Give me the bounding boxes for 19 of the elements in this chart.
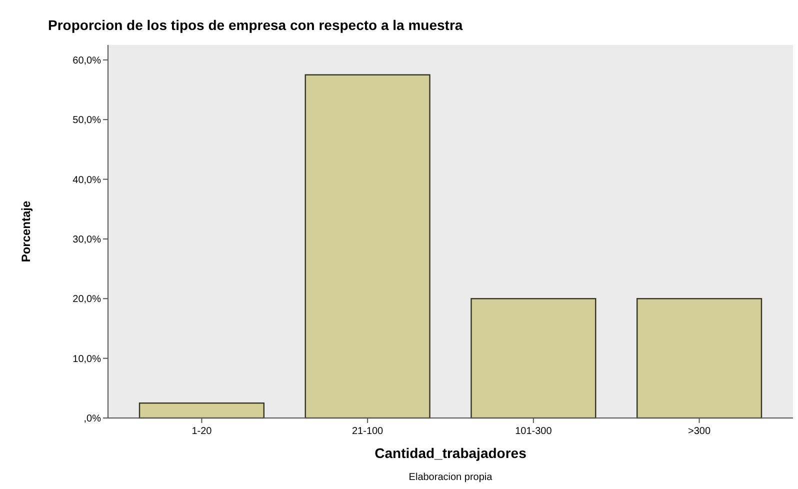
x-tick-label: 21-100	[352, 426, 384, 437]
y-tick-label: 30,0%	[72, 234, 102, 246]
y-tick-label: 40,0%	[72, 174, 102, 186]
bar	[138, 402, 265, 419]
y-axis-title: Porcentaje	[19, 200, 33, 262]
x-axis-title: Cantidad_trabajadores	[374, 445, 527, 461]
y-tick-label: 60,0%	[72, 55, 102, 66]
text: Elaboracion propia	[408, 472, 493, 483]
y-tick-label: 50,0%	[72, 115, 102, 126]
y-tick-label: 10,0%	[72, 354, 102, 365]
y-tick-label: ,0%	[84, 414, 102, 424]
chart-title: Proporcion de los tipos de empresa con respecto a la muestra	[48, 17, 463, 33]
x-tick-label: 1-20	[192, 426, 212, 437]
x-tick-label: >300	[688, 426, 711, 437]
bar	[636, 298, 762, 419]
y-tick-label: 20,0%	[72, 294, 102, 306]
bar	[304, 74, 430, 419]
bar	[470, 298, 596, 419]
x-tick-label: 101-300	[515, 426, 552, 437]
